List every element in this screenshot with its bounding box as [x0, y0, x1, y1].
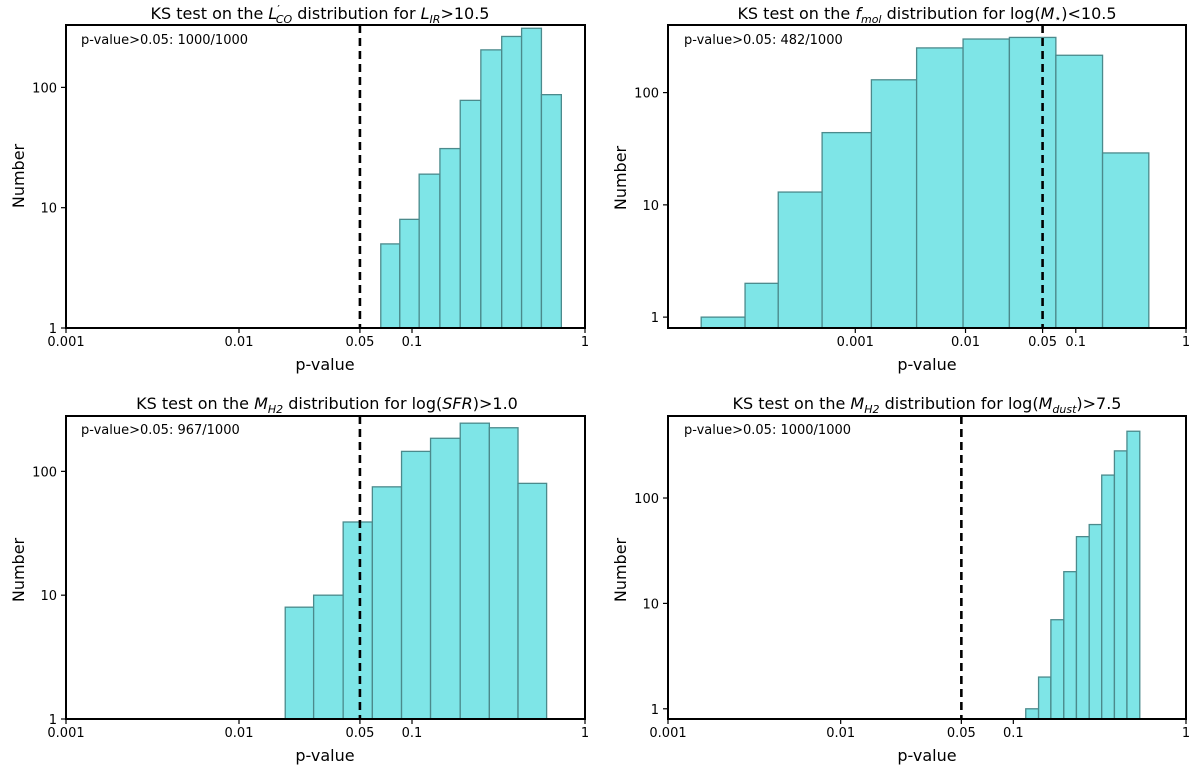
histogram-bar	[1075, 535, 1090, 720]
y-tick-label: 1	[49, 713, 57, 728]
histogram-bar	[962, 38, 1011, 329]
histogram-bar	[371, 486, 403, 720]
pvalue-annotation: p-value>0.05: 967/1000	[81, 423, 240, 438]
x-tick-label: 0.001	[837, 335, 874, 350]
histogram-bar	[380, 243, 401, 329]
histogram-bar	[915, 47, 964, 329]
y-tick-label: 1	[651, 311, 659, 326]
pvalue-annotation: p-value>0.05: 1000/1000	[684, 423, 851, 438]
histogram-bar	[399, 218, 420, 329]
histogram-bar	[744, 282, 779, 329]
y-tick-label: 1	[651, 703, 659, 718]
histogram-bar	[821, 131, 873, 329]
x-tick-label: 0.001	[47, 726, 84, 741]
plot-frame	[65, 415, 586, 720]
x-tick-label: 0.1	[402, 335, 423, 350]
histogram-bar	[429, 437, 461, 720]
x-tick-label: 0.05	[947, 726, 976, 741]
y-axis-label: Number	[9, 143, 28, 208]
histogram-bar	[1037, 676, 1052, 720]
y-tick-label: 100	[32, 465, 57, 480]
x-tick-label: 1	[581, 726, 589, 741]
y-axis-label: Number	[611, 145, 630, 210]
panel-fmol-mstar: KS test on the fmol distribution for log…	[611, 4, 1190, 374]
x-tick-label: 0.1	[1003, 726, 1024, 741]
histogram-bar	[777, 191, 823, 329]
x-tick-label: 1	[1182, 335, 1190, 350]
histogram-bar	[1126, 430, 1141, 720]
histogram-bar	[700, 316, 746, 329]
histogram-bar	[520, 27, 543, 329]
x-axis-label: p-value	[295, 355, 354, 374]
histogram-bar	[540, 94, 563, 329]
histogram-bar	[439, 147, 461, 329]
x-tick-label: 0.01	[225, 335, 254, 350]
x-tick-label: 1	[581, 335, 589, 350]
histogram-bar	[459, 422, 491, 720]
histogram-bar	[1008, 36, 1057, 329]
x-tick-label: 0.05	[345, 726, 374, 741]
x-tick-label: 1	[1182, 726, 1190, 741]
x-axis-label: p-value	[295, 746, 354, 765]
histogram-bar	[342, 521, 374, 720]
x-tick-label: 0.1	[1065, 335, 1086, 350]
panel-mh2-sfr: KS test on the MH2 distribution for log(…	[9, 394, 589, 765]
x-tick-label: 0.01	[225, 726, 254, 741]
plot-frame	[65, 24, 586, 329]
x-tick-label: 0.05	[345, 335, 374, 350]
histogram-bar	[1101, 152, 1150, 329]
y-axis-label: Number	[9, 537, 28, 602]
y-tick-label: 100	[634, 492, 659, 507]
histogram-bar	[1113, 450, 1128, 720]
histogram-bar	[284, 606, 315, 720]
histogram-bar	[418, 173, 441, 329]
histogram-bar	[400, 450, 432, 720]
panel-mh2-mdust: KS test on the MH2 distribution for log(…	[611, 394, 1190, 765]
x-tick-label: 0.001	[47, 335, 84, 350]
panel-lco-lir: KS test on the L′ CO distribution for LIR…	[9, 3, 589, 374]
y-tick-label: 10	[40, 202, 57, 217]
plot-frame	[667, 415, 1187, 720]
panel-title: KS test on the MH2 distribution for log(…	[136, 394, 518, 416]
pvalue-annotation: p-value>0.05: 1000/1000	[81, 33, 248, 48]
histogram-bar	[870, 79, 918, 329]
x-tick-label: 0.001	[649, 726, 686, 741]
x-tick-label: 0.01	[951, 335, 980, 350]
histogram-bar	[480, 49, 503, 329]
y-tick-label: 100	[32, 81, 57, 96]
histogram-bar	[488, 427, 519, 720]
y-tick-label: 10	[642, 199, 659, 214]
panel-title: KS test on the L′ CO distribution for LIR…	[151, 3, 490, 26]
y-tick-label: 10	[40, 589, 57, 604]
y-axis-label: Number	[611, 537, 630, 602]
y-tick-label: 10	[642, 597, 659, 612]
x-tick-label: 0.1	[402, 726, 423, 741]
panel-title: KS test on the MH2 distribution for log(…	[733, 394, 1122, 416]
histogram-bar	[1101, 474, 1116, 720]
histogram-bar	[312, 594, 344, 720]
y-tick-label: 100	[634, 87, 659, 102]
x-tick-label: 0.05	[1028, 335, 1057, 350]
plot-frame	[667, 24, 1187, 329]
histogram-bar	[517, 482, 548, 720]
histogram-bar	[1063, 571, 1078, 720]
x-tick-label: 0.01	[826, 726, 855, 741]
y-tick-label: 1	[49, 322, 57, 337]
histogram-bar	[459, 99, 482, 329]
histogram-bar	[1055, 54, 1104, 329]
histogram-bar	[501, 35, 523, 329]
panel-title: KS test on the fmol distribution for log…	[737, 4, 1116, 26]
histogram-bar	[1050, 619, 1065, 720]
pvalue-annotation: p-value>0.05: 482/1000	[684, 33, 843, 48]
x-axis-label: p-value	[897, 746, 956, 765]
histogram-bar	[1025, 708, 1040, 720]
x-axis-label: p-value	[897, 355, 956, 374]
histogram-bar	[1088, 523, 1103, 720]
